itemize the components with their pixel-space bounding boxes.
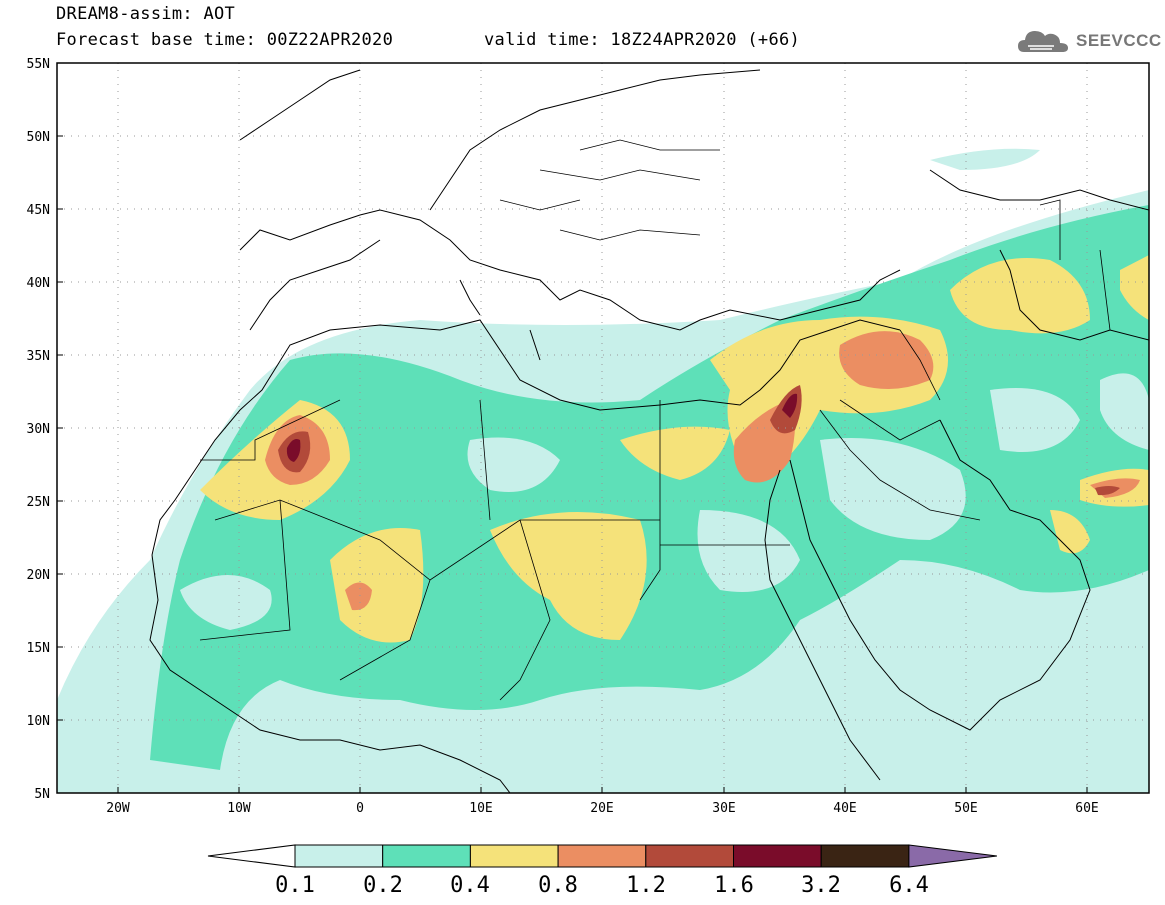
lat-label: 30N <box>27 422 50 437</box>
colorbar-label: 0.1 <box>275 873 315 898</box>
valid-time: valid time: 18Z24APR2020 (+66) <box>484 30 801 50</box>
colorbar-swatch <box>294 844 384 868</box>
country-borders <box>199 139 1111 701</box>
coastlines <box>149 69 1149 793</box>
lat-label: 5N <box>34 787 50 802</box>
latitude-labels: 55N 50N 45N 40N 35N 30N 25N 20N 15N 10N … <box>27 57 50 802</box>
colorbar-arrow-high <box>908 844 997 868</box>
colorbar-label: 1.2 <box>626 873 666 898</box>
colorbar-label: 3.2 <box>801 873 841 898</box>
colorbar-arrow-low <box>207 844 296 868</box>
aot-band-0.8-iraq <box>839 331 934 389</box>
cloud-icon <box>1018 31 1068 52</box>
aot-band-1.6 <box>286 439 301 462</box>
lat-label: 15N <box>27 641 50 656</box>
lon-label: 20W <box>106 801 130 816</box>
forecast-base-time: Forecast base time: 00Z22APR2020 <box>56 30 394 50</box>
aot-band-0.8-mali <box>345 582 372 611</box>
lon-label: 20E <box>590 801 613 816</box>
aot-band-0.1-north <box>930 148 1040 170</box>
lon-label: 10W <box>227 801 251 816</box>
map-title: DREAM8-assim: AOT <box>56 4 236 24</box>
colorbar-labels: 0.1 0.2 0.4 0.8 1.2 1.6 3.2 6.4 <box>275 873 929 898</box>
aot-band-0.4-gulf <box>1050 510 1090 554</box>
aot-band-0.4-egypt <box>620 426 730 480</box>
colorbar-label: 1.6 <box>714 873 754 898</box>
colorbar-swatch <box>557 844 647 868</box>
axis-ticks <box>57 62 1088 794</box>
lat-label: 35N <box>27 349 50 364</box>
lat-label: 10N <box>27 714 50 729</box>
lon-label: 40E <box>833 801 856 816</box>
colorbar-label: 0.8 <box>538 873 578 898</box>
lon-label: 30E <box>712 801 735 816</box>
colorbar-swatch <box>733 844 822 868</box>
lon-label: 50E <box>954 801 977 816</box>
aot-band-0.4-mali <box>330 528 424 643</box>
lat-label: 40N <box>27 276 50 291</box>
lon-label: 0 <box>356 801 364 816</box>
graticule <box>57 63 1149 793</box>
colorbar-label: 6.4 <box>889 873 929 898</box>
colorbar-swatch <box>820 844 910 868</box>
colorbar-swatch <box>382 844 471 868</box>
aot-band-1.2-oman <box>1095 486 1120 496</box>
aot-band-0.4-caspian <box>950 258 1090 334</box>
aot-band-0.4-chad <box>490 512 647 640</box>
lat-label: 55N <box>27 57 50 72</box>
lat-label: 45N <box>27 203 50 218</box>
aot-band-1.6-levant <box>782 393 798 418</box>
colorbar-label: 0.2 <box>363 873 403 898</box>
lat-label: 25N <box>27 495 50 510</box>
longitude-labels: 20W 10W 0 10E 20E 30E 40E 50E 60E <box>106 801 1098 816</box>
colorbar <box>207 844 997 868</box>
lat-label: 50N <box>27 130 50 145</box>
aot-fields <box>57 148 1149 793</box>
colorbar-swatch <box>469 844 559 868</box>
aot-band-0.4-east <box>1120 255 1149 320</box>
lon-label: 60E <box>1075 801 1098 816</box>
lon-label: 10E <box>469 801 492 816</box>
colorbar-swatch <box>645 844 734 868</box>
seevccc-logo: SEEVCCC <box>1016 22 1161 58</box>
colorbar-label: 0.4 <box>450 873 490 898</box>
lat-label: 20N <box>27 568 50 583</box>
